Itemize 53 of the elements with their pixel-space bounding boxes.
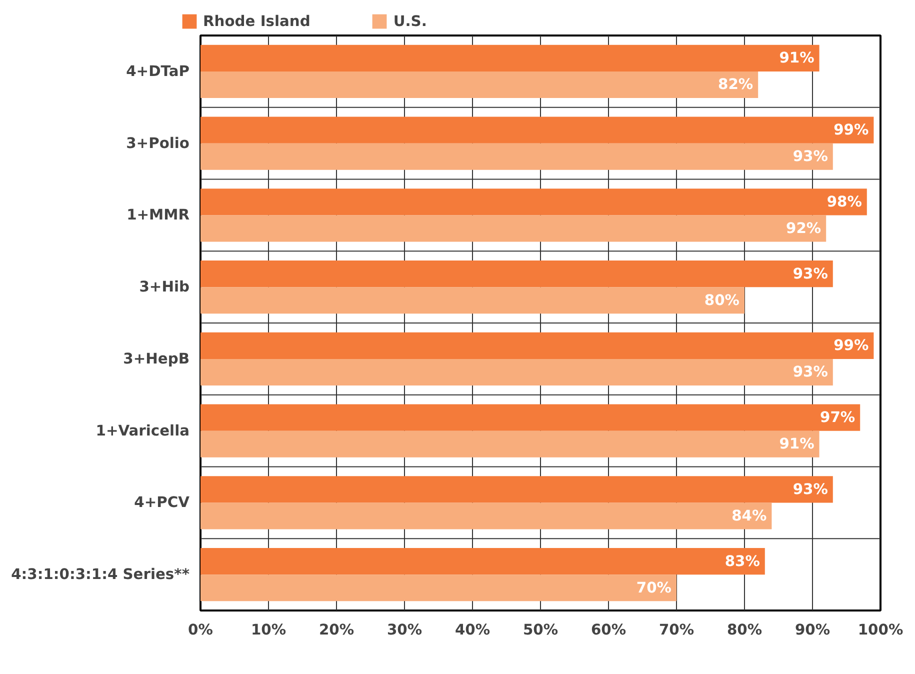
data-label: 92% [786,220,822,237]
x-tick-label: 100% [858,622,904,638]
x-tick-label: 90% [794,622,830,638]
bar [200,215,826,242]
data-label: 83% [724,552,760,570]
bar [200,548,765,575]
bar [200,143,833,170]
bar [200,502,772,530]
bar [200,287,744,314]
bar [200,574,676,602]
data-label: 70% [636,579,672,596]
data-label: 91% [779,436,815,453]
data-label: 84% [732,507,768,524]
data-label: 93% [792,364,828,381]
y-tick-label: 3+HepB [123,350,190,368]
x-tick-label: 70% [658,622,694,638]
legend-label: Rhode Island [203,12,310,30]
y-tick-label: 4+PCV [134,494,190,512]
y-tick-label: 3+Polio [126,134,190,152]
x-tick-label: 60% [590,622,626,638]
x-tick-label: 30% [386,622,422,638]
bar [200,358,833,386]
data-label: 97% [820,409,856,426]
bar [200,116,874,144]
x-tick-label: 40% [454,622,490,638]
legend-label: U.S. [393,12,427,30]
x-tick-label: 20% [318,622,354,638]
y-tick-label: 4:3:1:0:3:1:4 Series** [11,566,190,584]
data-label: 93% [792,265,828,282]
x-tick-label: 0% [188,622,214,638]
bar [200,404,860,431]
y-tick-label: 1+MMR [126,206,190,224]
x-tick-label: 50% [522,622,558,638]
data-label: 93% [792,148,828,166]
bar [200,71,758,98]
y-tick-label: 3+Hib [139,278,190,296]
data-label: 82% [718,76,754,94]
data-label: 80% [704,292,740,309]
data-label: 91% [779,50,815,67]
bar [200,260,833,288]
bar [200,430,820,458]
data-label: 99% [834,337,870,354]
x-tick-label: 10% [250,622,286,638]
bar [200,188,867,216]
y-tick-label: 1+Varicella [96,422,190,440]
data-label: 98% [826,193,862,210]
bar [200,476,833,503]
bar [200,44,820,72]
bar [200,332,874,359]
data-label: 99% [834,122,870,139]
data-label: 93% [792,480,828,498]
y-tick-label: 4+DTaP [126,62,190,80]
x-tick-label: 80% [726,622,762,638]
